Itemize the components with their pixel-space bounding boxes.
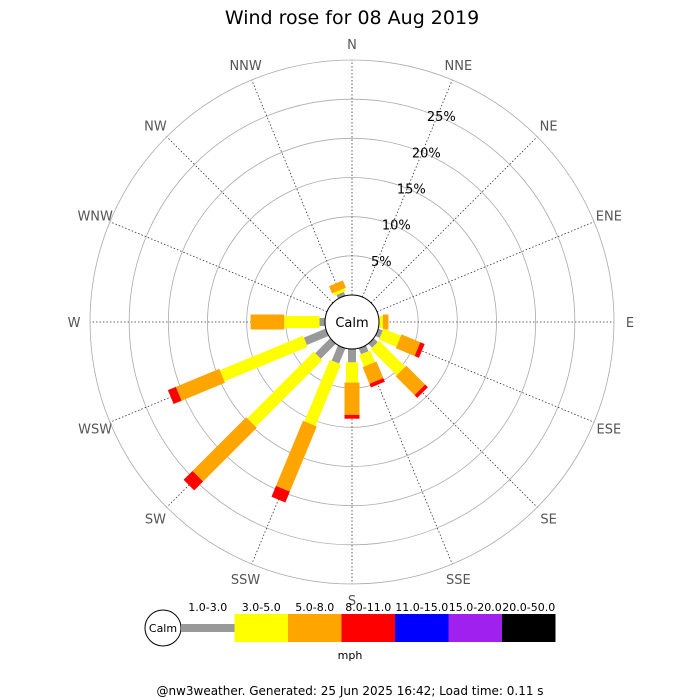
bar-ese-bin1 — [378, 328, 401, 347]
legend-bin-label: 15.0-20.0 — [449, 601, 502, 614]
bar-sse-bin0 — [358, 345, 369, 355]
direction-label-ne: NE — [540, 119, 558, 134]
wind-bars — [167, 280, 428, 503]
direction-label-wsw: WSW — [78, 422, 112, 437]
calm-circle — [324, 294, 380, 350]
bar-ese-bin3 — [414, 342, 425, 358]
direction-label-s: S — [348, 594, 356, 609]
legend-bin-label: 11.0-15.0 — [395, 601, 448, 614]
bar-sw-bin2 — [192, 417, 257, 482]
percent-label: 20% — [412, 146, 441, 161]
bar-ssw-bin3 — [271, 485, 290, 503]
direction-label-wnw: WNW — [77, 210, 113, 225]
bar-nnw-bin0 — [336, 291, 346, 299]
bar-nnw-bin2 — [329, 280, 346, 294]
percent-label: 5% — [371, 255, 392, 270]
bar-wsw-bin2 — [175, 368, 225, 401]
bar-ese-bin0 — [375, 328, 383, 338]
bar-sse-bin1 — [359, 350, 376, 367]
spoke-nw — [166, 136, 334, 304]
spoke-ne — [370, 136, 538, 304]
legend-bin-label: 1.0-3.0 — [188, 601, 227, 614]
direction-label-e: E — [626, 316, 634, 331]
speed-legend: Calm 1.0-3.0 3.0-5.0 5.0-8.0 8.0-11.0 11.0-15… — [144, 601, 556, 662]
percent-label: 25% — [427, 110, 456, 125]
percent-label: 15% — [397, 182, 426, 197]
bar-ssw-bin2 — [275, 420, 317, 492]
bar-se-bin1 — [370, 340, 406, 376]
direction-label-nw: NW — [144, 119, 167, 134]
bar-sw-bin1 — [247, 351, 323, 427]
percent-label: 10% — [382, 219, 411, 234]
legend-bin-label: 20.0-50.0 — [502, 601, 555, 614]
direction-label-w: W — [68, 316, 81, 331]
calm-label: Calm — [335, 316, 368, 331]
grid-circle — [167, 137, 537, 507]
direction-label-ene: ENE — [596, 210, 622, 225]
bar-ssw-bin0 — [331, 345, 346, 364]
legend-swatch-bin2 — [288, 614, 342, 642]
percent-labels: 5% 10% 15% 20% 25% — [371, 110, 456, 270]
direction-label-sw: SW — [145, 513, 166, 528]
grid-circle — [128, 98, 576, 546]
direction-labels: N NNE NE ENE E ESE SE SSE S SSW SW WSW W WNW NW NNW — [68, 38, 635, 609]
grid-circle — [207, 177, 497, 467]
bar-sse-bin2 — [362, 361, 384, 384]
legend-swatch-bin1 — [234, 614, 288, 642]
legend-swatch-bin4 — [395, 614, 449, 642]
legend-swatch-bin5 — [448, 614, 502, 642]
bar-se-bin0 — [368, 338, 378, 348]
direction-label-ese: ESE — [596, 422, 621, 437]
bar-sw-bin0 — [315, 338, 336, 359]
bar-sse-bin3 — [369, 378, 385, 388]
legend-unit: mph — [338, 649, 363, 662]
direction-label-se: SE — [540, 513, 556, 528]
legend-swatch-bin0 — [181, 624, 235, 632]
legend-swatch-bin3 — [341, 614, 395, 642]
chart-title: Wind rose for 08 Aug 2019 — [225, 7, 479, 29]
bar-se-bin2 — [395, 365, 426, 396]
bar-se-bin3 — [414, 384, 428, 398]
spoke-nnw — [251, 79, 343, 298]
bar-wsw-bin3 — [167, 386, 182, 405]
legend-bin-label: 5.0-8.0 — [295, 601, 334, 614]
bar-sw-bin3 — [183, 470, 204, 491]
bar-ssw-bin1 — [304, 359, 341, 426]
bar-wsw-bin0 — [303, 328, 329, 346]
spoke-ene — [376, 221, 595, 313]
legend-bin-label: 3.0-5.0 — [242, 601, 281, 614]
direction-label-n: N — [347, 38, 357, 53]
direction-label-sse: SSE — [446, 573, 471, 588]
bar-nnw-bin1 — [333, 288, 346, 296]
legend-bin-label: 8.0-11.0 — [345, 601, 391, 614]
bar-ese-bin2 — [395, 334, 421, 357]
legend-swatch-bin6 — [502, 614, 556, 642]
bar-wsw-bin1 — [219, 335, 308, 382]
spoke-wnw — [109, 221, 328, 313]
footer-text: @nw3weather. Generated: 25 Jun 2025 16:4… — [156, 684, 543, 698]
legend-calm-label: Calm — [149, 622, 177, 635]
direction-label-ssw: SSW — [231, 573, 261, 588]
direction-label-nne: NNE — [445, 59, 473, 74]
spoke-nne — [361, 79, 453, 298]
direction-label-nnw: NNW — [229, 59, 261, 74]
